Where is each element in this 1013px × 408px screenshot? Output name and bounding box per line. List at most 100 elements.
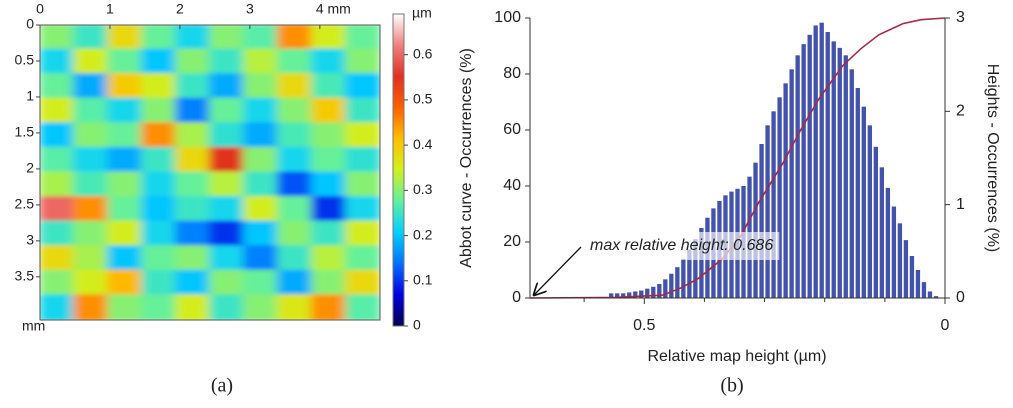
histogram-bar (675, 267, 680, 298)
map-cell (107, 97, 143, 125)
map-cell (277, 25, 313, 51)
map-cell (141, 171, 177, 199)
map-cell (40, 122, 75, 149)
y-tick-label: 1 (26, 88, 34, 104)
map-cell (40, 294, 75, 320)
x-tick-label: 0 (941, 317, 950, 334)
histogram-bar (933, 296, 939, 298)
map-cell (40, 146, 75, 174)
map-cell (107, 73, 143, 100)
map-cell (40, 171, 75, 199)
histogram-bar (837, 47, 842, 298)
histogram-bar (927, 291, 933, 298)
y-axis-label: Abbot curve - Occurrences (%) (458, 48, 475, 268)
caption: (a) (211, 375, 233, 397)
map-cell (40, 196, 75, 223)
map-cell (107, 146, 143, 174)
map-cell (73, 48, 109, 76)
histogram-bar (783, 83, 788, 298)
y-unit: mm (22, 318, 45, 334)
map-cell (73, 196, 109, 223)
histogram-bar (663, 279, 668, 298)
x-tick-label: 3 (246, 1, 254, 17)
map-cell (175, 48, 211, 76)
map-cell (345, 48, 380, 76)
map-cell (311, 73, 347, 100)
colorbar-tick-label: 0.1 (413, 271, 433, 287)
map-cell (40, 269, 75, 297)
map-cell (73, 245, 109, 272)
map-cell (243, 48, 279, 76)
map-cell (175, 294, 211, 320)
x-tick-label: 0.5 (633, 317, 655, 334)
map-cell (209, 73, 245, 100)
annotation: max relative height: 0.686 (590, 237, 773, 254)
histogram-bar (651, 286, 656, 298)
map-cell (277, 73, 313, 100)
histogram-bar (795, 55, 800, 299)
map-cell (175, 245, 211, 272)
map-cell (277, 97, 313, 125)
colorbar-tick-label: 0.4 (413, 136, 433, 152)
y-tick-label: 80 (503, 65, 521, 82)
map-cell (209, 146, 245, 174)
x-axis-label: Relative map height (µm) (647, 348, 826, 365)
histogram-bar (831, 41, 836, 298)
map-cell (141, 146, 177, 174)
map-cell (175, 97, 211, 125)
map-cell (40, 245, 75, 272)
histogram-bar (867, 125, 872, 298)
map-cell (311, 171, 347, 199)
map-cell (311, 269, 347, 297)
map-cell (73, 171, 109, 199)
map-cell (311, 294, 347, 320)
map-cell (277, 294, 313, 320)
map-cell (141, 220, 177, 248)
map-cell (73, 122, 109, 149)
histogram-bar (699, 228, 704, 298)
histogram-bar (693, 239, 698, 298)
histogram-bar (621, 293, 626, 298)
map-cell (107, 122, 143, 149)
y-tick-label: 0.5 (15, 52, 35, 68)
colorbar-unit: µm (412, 5, 432, 21)
map-cell (345, 146, 380, 174)
histogram-bar (909, 256, 915, 298)
map-cell (243, 171, 279, 199)
map-cell (107, 25, 143, 51)
map-cell (311, 97, 347, 125)
y-tick-label: 3 (26, 232, 34, 248)
map-cell (277, 269, 313, 297)
y2-tick-label: 1 (956, 196, 965, 213)
map-cell (175, 146, 211, 174)
histogram-bar (861, 106, 866, 299)
histogram-bar (771, 111, 776, 298)
y2-tick-label: 2 (956, 103, 965, 120)
histogram-bar (825, 32, 830, 298)
map-cell (243, 97, 279, 125)
caption: (b) (720, 375, 743, 397)
map-cell (345, 220, 380, 248)
map-cell (73, 294, 109, 320)
histogram-bar (819, 22, 824, 299)
histogram-bar (687, 249, 692, 298)
histogram-bar (789, 69, 794, 298)
colorbar-tick-label: 0 (413, 317, 421, 333)
map-cell (243, 220, 279, 248)
map-cell (141, 97, 177, 125)
map-cell (175, 25, 211, 51)
y-tick-label: 0 (512, 289, 521, 306)
map-cell (209, 294, 245, 320)
map-cell (277, 122, 313, 149)
x-tick-label: 4 mm (316, 1, 351, 17)
map-cell (107, 269, 143, 297)
colorbar-tick-label: 0.5 (413, 91, 433, 107)
map-cell (311, 48, 347, 76)
map-cell (40, 48, 75, 76)
histogram-bar (669, 273, 674, 298)
map-cell (107, 196, 143, 223)
map-cell (345, 122, 380, 149)
map-cell (277, 196, 313, 223)
map-cell (243, 245, 279, 272)
